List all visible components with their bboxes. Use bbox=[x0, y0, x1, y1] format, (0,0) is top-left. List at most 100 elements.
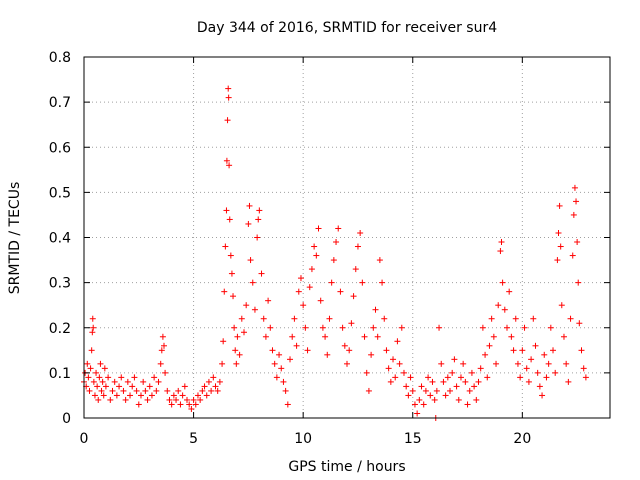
data-point bbox=[295, 288, 302, 295]
data-point bbox=[525, 378, 532, 385]
data-point bbox=[530, 315, 537, 322]
data-point bbox=[124, 378, 131, 385]
data-point bbox=[390, 356, 397, 363]
y-tick-label: 0.5 bbox=[49, 185, 71, 201]
data-point bbox=[293, 342, 300, 349]
data-point bbox=[574, 239, 581, 246]
data-point bbox=[444, 374, 451, 381]
data-point bbox=[460, 360, 467, 367]
data-point bbox=[226, 216, 233, 223]
data-point bbox=[392, 374, 399, 381]
data-point bbox=[95, 396, 102, 403]
data-point bbox=[100, 392, 107, 399]
data-point bbox=[499, 279, 506, 286]
data-point bbox=[144, 396, 151, 403]
data-point bbox=[120, 387, 127, 394]
x-tick-label: 5 bbox=[189, 431, 198, 447]
data-point bbox=[396, 360, 403, 367]
grid bbox=[84, 57, 610, 418]
data-point bbox=[324, 351, 331, 358]
data-point bbox=[503, 324, 510, 331]
data-point bbox=[157, 360, 164, 367]
data-point bbox=[246, 202, 253, 209]
data-point bbox=[111, 378, 118, 385]
data-point bbox=[148, 392, 155, 399]
data-point bbox=[573, 198, 580, 205]
data-point bbox=[385, 365, 392, 372]
data-point bbox=[131, 374, 138, 381]
data-point bbox=[346, 347, 353, 354]
data-point bbox=[479, 324, 486, 331]
data-point bbox=[231, 324, 238, 331]
data-point bbox=[216, 378, 223, 385]
chart-title: Day 344 of 2016, SRMTID for receiver sur… bbox=[197, 20, 497, 36]
data-point bbox=[184, 396, 191, 403]
data-point bbox=[249, 279, 256, 286]
data-point bbox=[319, 324, 326, 331]
data-point bbox=[84, 360, 91, 367]
data-point bbox=[151, 374, 158, 381]
data-point bbox=[328, 279, 335, 286]
data-point bbox=[453, 383, 460, 390]
data-point bbox=[400, 369, 407, 376]
data-point bbox=[97, 360, 104, 367]
data-point bbox=[280, 378, 287, 385]
data-point bbox=[506, 288, 513, 295]
data-point bbox=[88, 347, 95, 354]
data-point bbox=[475, 378, 482, 385]
data-point bbox=[466, 387, 473, 394]
data-point bbox=[160, 342, 167, 349]
data-point bbox=[333, 239, 340, 246]
data-point bbox=[289, 333, 296, 340]
data-point bbox=[339, 324, 346, 331]
data-point bbox=[552, 369, 559, 376]
data-point bbox=[177, 401, 184, 408]
data-point bbox=[462, 378, 469, 385]
data-point bbox=[90, 324, 97, 331]
data-point bbox=[451, 356, 458, 363]
data-point bbox=[220, 338, 227, 345]
data-point bbox=[407, 374, 414, 381]
data-point bbox=[536, 383, 543, 390]
data-point bbox=[440, 378, 447, 385]
data-point bbox=[173, 396, 180, 403]
data-point bbox=[563, 360, 570, 367]
data-point bbox=[269, 347, 276, 354]
data-point bbox=[567, 315, 574, 322]
data-point bbox=[418, 383, 425, 390]
data-point bbox=[247, 257, 254, 264]
data-point bbox=[107, 396, 114, 403]
data-point bbox=[93, 369, 100, 376]
data-points bbox=[81, 85, 589, 421]
data-point bbox=[267, 324, 274, 331]
data-point bbox=[383, 347, 390, 354]
data-point bbox=[223, 207, 230, 214]
data-point bbox=[381, 315, 388, 322]
data-point bbox=[102, 383, 109, 390]
data-point bbox=[416, 396, 423, 403]
data-point bbox=[188, 405, 195, 412]
data-point bbox=[477, 365, 484, 372]
data-point bbox=[127, 392, 134, 399]
data-point bbox=[539, 392, 546, 399]
data-point bbox=[359, 279, 366, 286]
data-point bbox=[438, 360, 445, 367]
x-tick-label: 10 bbox=[294, 431, 312, 447]
data-point bbox=[90, 378, 97, 385]
data-point bbox=[374, 333, 381, 340]
data-point bbox=[370, 324, 377, 331]
y-tick-label: 0.8 bbox=[49, 50, 71, 66]
data-point bbox=[322, 333, 329, 340]
data-point bbox=[517, 374, 524, 381]
data-point bbox=[300, 302, 307, 309]
data-point bbox=[352, 266, 359, 273]
y-tick-label: 0.7 bbox=[49, 95, 71, 111]
data-point bbox=[258, 270, 265, 277]
y-tick-label: 0.1 bbox=[49, 366, 71, 382]
x-tick-label: 15 bbox=[404, 431, 422, 447]
data-point bbox=[153, 387, 160, 394]
data-point bbox=[315, 225, 322, 232]
data-point bbox=[271, 360, 278, 367]
data-point bbox=[212, 383, 219, 390]
data-point bbox=[361, 333, 368, 340]
